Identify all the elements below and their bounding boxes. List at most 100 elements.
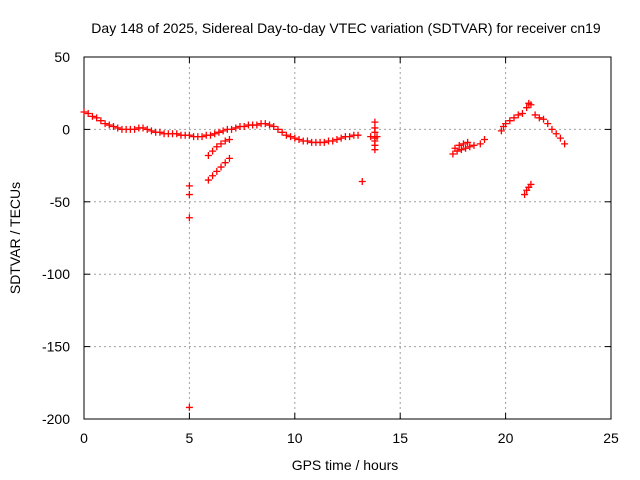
series-trace-17-19h bbox=[449, 136, 489, 158]
data-point bbox=[219, 127, 227, 135]
data-point bbox=[110, 123, 118, 131]
data-point bbox=[371, 146, 379, 154]
data-point bbox=[147, 127, 155, 135]
data-point bbox=[97, 117, 105, 125]
data-point bbox=[523, 104, 531, 112]
data-point bbox=[213, 167, 221, 175]
data-point bbox=[282, 131, 290, 139]
data-point bbox=[337, 134, 345, 142]
data-point bbox=[527, 180, 535, 188]
data-point bbox=[481, 136, 489, 144]
data-point bbox=[457, 146, 465, 154]
y-axis-ticks: -200 -150 -100 -50 0 50 bbox=[42, 49, 611, 427]
data-point bbox=[476, 140, 484, 148]
series-branch-6h-lower bbox=[204, 154, 233, 184]
data-point bbox=[84, 109, 92, 117]
data-point bbox=[518, 109, 526, 117]
chart-title: Day 148 of 2025, Sidereal Day-to-day VTE… bbox=[91, 20, 601, 36]
x-axis-ticks: 0 5 10 15 20 25 bbox=[80, 57, 619, 446]
data-point bbox=[502, 120, 510, 128]
data-point bbox=[211, 130, 219, 138]
y-tick-label: 50 bbox=[54, 49, 70, 65]
data-point bbox=[459, 140, 467, 148]
data-point bbox=[173, 130, 181, 138]
data-point bbox=[185, 214, 193, 222]
data-point bbox=[225, 154, 233, 162]
data-point bbox=[213, 143, 221, 151]
data-point bbox=[215, 128, 223, 136]
plot-area-border bbox=[83, 56, 612, 420]
y-tick-label: -200 bbox=[42, 411, 70, 427]
y-axis-label: SDTVAR / TECUs bbox=[7, 182, 23, 294]
data-point bbox=[253, 121, 261, 129]
data-point bbox=[114, 124, 122, 132]
series-spike-5h bbox=[185, 182, 193, 411]
series-branch-6h-upper bbox=[204, 136, 233, 159]
data-point bbox=[287, 133, 295, 141]
data-point bbox=[217, 163, 225, 171]
data-point bbox=[295, 136, 303, 144]
series-scatter-13.8h bbox=[371, 118, 379, 154]
y-tick-label: -100 bbox=[42, 266, 70, 282]
data-point bbox=[464, 138, 472, 146]
data-point bbox=[204, 151, 212, 159]
data-point bbox=[274, 125, 282, 133]
series-dip-21h bbox=[521, 180, 535, 199]
x-tick-label: 5 bbox=[186, 430, 194, 446]
data-point bbox=[329, 137, 337, 145]
series-main-trace bbox=[80, 108, 381, 146]
data-point bbox=[510, 114, 518, 122]
data-point bbox=[185, 191, 193, 199]
data-point bbox=[552, 130, 560, 138]
data-point bbox=[266, 121, 274, 129]
data-point bbox=[556, 134, 564, 142]
data-point bbox=[93, 114, 101, 122]
data-point bbox=[540, 115, 548, 123]
series-trace-20-23h bbox=[497, 99, 569, 148]
data-point bbox=[535, 114, 543, 122]
data-point bbox=[455, 141, 463, 149]
data-point bbox=[333, 136, 341, 144]
data-point bbox=[221, 159, 229, 167]
data-point bbox=[206, 131, 214, 139]
data-point bbox=[449, 150, 457, 158]
data-point bbox=[527, 101, 535, 109]
data-point bbox=[358, 178, 366, 186]
data-point bbox=[185, 403, 193, 411]
x-tick-label: 20 bbox=[498, 430, 514, 446]
data-point bbox=[204, 176, 212, 184]
data-point bbox=[354, 131, 362, 139]
data-point bbox=[506, 117, 514, 125]
data-point bbox=[346, 133, 354, 141]
y-tick-label: -50 bbox=[50, 194, 70, 210]
data-point bbox=[225, 136, 233, 144]
x-tick-label: 0 bbox=[80, 430, 88, 446]
x-tick-label: 10 bbox=[287, 430, 303, 446]
data-point bbox=[131, 125, 139, 133]
data-point bbox=[88, 112, 96, 120]
data-point bbox=[209, 147, 217, 155]
data-point bbox=[156, 128, 164, 136]
data-point bbox=[531, 111, 539, 119]
data-point bbox=[373, 133, 381, 141]
data-point bbox=[514, 111, 522, 119]
x-tick-label: 25 bbox=[603, 430, 619, 446]
data-point bbox=[217, 140, 225, 148]
data-point bbox=[466, 143, 474, 151]
data-point bbox=[303, 137, 311, 145]
data-point bbox=[521, 191, 529, 199]
x-tick-label: 15 bbox=[392, 430, 408, 446]
data-point bbox=[209, 172, 217, 180]
data-point bbox=[367, 133, 375, 141]
data-point bbox=[278, 128, 286, 136]
data-point bbox=[221, 137, 229, 145]
series-isolated-13.2h bbox=[358, 178, 366, 186]
x-axis-label: GPS time / hours bbox=[292, 457, 399, 473]
data-point bbox=[240, 123, 248, 131]
data-point bbox=[198, 133, 206, 141]
data-point bbox=[143, 125, 151, 133]
data-point bbox=[101, 120, 109, 128]
data-point bbox=[371, 128, 379, 136]
data-point bbox=[544, 120, 552, 128]
data-point bbox=[139, 124, 147, 132]
